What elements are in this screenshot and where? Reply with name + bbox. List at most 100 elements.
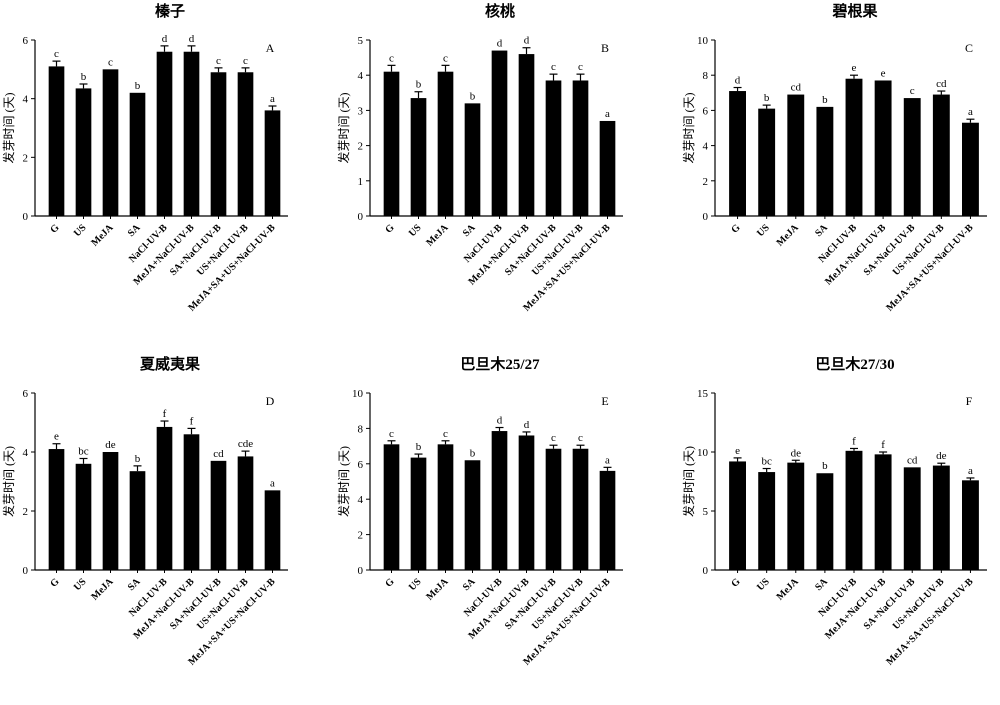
category-label: US	[407, 576, 424, 593]
panel-a: 榛子A0246发芽时间 (天)cGbUScMeJAbSAdNaCl-UV-BdM…	[1, 2, 288, 314]
bar	[465, 103, 481, 216]
significance-label: a	[968, 106, 973, 118]
panel-letter: C	[965, 41, 973, 55]
bar	[962, 480, 979, 570]
bar	[573, 80, 589, 216]
category-label: SA+NaCl-UV-B	[862, 576, 918, 632]
panel-b: 核桃B012345发芽时间 (天)cGbUScMeJAbSAdNaCl-UV-B…	[336, 2, 623, 314]
y-tick-label: 15	[697, 388, 709, 400]
bar	[933, 466, 950, 570]
y-tick-label: 2	[23, 152, 29, 164]
bar	[600, 121, 616, 216]
category-label: US	[755, 222, 772, 239]
significance-label: c	[551, 432, 556, 444]
bar	[546, 449, 562, 570]
significance-label: b	[135, 80, 141, 92]
bar	[758, 109, 775, 216]
bar	[465, 460, 481, 570]
significance-label: d	[497, 415, 503, 427]
category-label: SA+NaCl-UV-B	[862, 222, 918, 278]
significance-label: c	[910, 85, 915, 97]
bar	[519, 435, 535, 570]
category-label: US	[72, 222, 89, 239]
significance-label: f	[881, 439, 885, 451]
bar	[787, 463, 804, 570]
y-tick-label: 0	[358, 565, 364, 577]
y-tick-label: 10	[697, 35, 709, 47]
significance-label: c	[54, 48, 59, 60]
significance-label: c	[243, 55, 248, 67]
bar	[130, 471, 146, 570]
category-label: MeJA	[424, 222, 451, 249]
category-label: US	[72, 576, 89, 593]
category-label: G	[383, 576, 396, 589]
panel-letter: F	[966, 394, 973, 408]
y-axis-label: 发芽时间 (天)	[681, 446, 696, 517]
y-tick-label: 8	[703, 70, 709, 82]
category-label: US	[407, 222, 424, 239]
bar	[729, 461, 746, 570]
significance-label: c	[578, 432, 583, 444]
significance-label: b	[416, 79, 422, 91]
significance-label: a	[605, 108, 610, 120]
y-tick-label: 2	[358, 141, 364, 153]
bar	[904, 98, 921, 216]
significance-label: cde	[238, 438, 253, 450]
significance-label: c	[108, 56, 113, 68]
y-tick-label: 0	[703, 565, 709, 577]
y-axis-label: 发芽时间 (天)	[1, 446, 16, 517]
significance-label: d	[497, 38, 503, 50]
bar	[600, 471, 616, 570]
significance-label: b	[416, 441, 422, 453]
category-label: US+NaCl-UV-B	[891, 222, 947, 278]
panel-title: 夏威夷果	[139, 355, 201, 373]
significance-label: d	[524, 35, 530, 47]
bar	[962, 123, 979, 216]
y-tick-label: 5	[358, 35, 364, 47]
category-label: MeJA	[89, 576, 116, 603]
y-axis-label: 发芽时间 (天)	[336, 446, 351, 517]
y-tick-label: 2	[358, 530, 364, 542]
significance-label: cd	[936, 78, 947, 90]
y-tick-label: 10	[697, 447, 709, 459]
category-label: US	[755, 576, 772, 593]
bar	[846, 451, 863, 570]
significance-label: b	[135, 453, 141, 465]
significance-label: d	[162, 33, 168, 45]
panel-title: 巴旦木27/30	[815, 355, 894, 373]
panel-e: 巴旦木25/27E0246810发芽时间 (天)cGbUScMeJAbSAdNa…	[336, 355, 623, 668]
bar	[49, 66, 65, 216]
significance-label: b	[822, 460, 828, 472]
bar	[438, 72, 454, 216]
bar	[211, 72, 227, 216]
significance-label: c	[389, 428, 394, 440]
y-tick-label: 4	[703, 141, 709, 153]
significance-label: e	[54, 431, 59, 443]
bar	[816, 107, 833, 216]
significance-label: c	[551, 61, 556, 73]
significance-label: a	[968, 465, 973, 477]
significance-label: e	[735, 445, 740, 457]
category-label: MeJA	[89, 222, 116, 249]
panel-f: 巴旦木27/30F051015发芽时间 (天)eGbcUSdeMeJAbSAfN…	[681, 355, 987, 668]
bar	[184, 434, 200, 570]
y-tick-label: 4	[358, 70, 364, 82]
significance-label: f	[163, 408, 167, 420]
bar	[265, 490, 281, 570]
y-tick-label: 5	[703, 506, 709, 518]
bar	[411, 458, 427, 570]
panel-letter: B	[601, 41, 609, 55]
y-tick-label: 4	[358, 494, 364, 506]
y-tick-label: 6	[23, 35, 29, 47]
bar	[265, 110, 281, 216]
significance-label: a	[605, 454, 610, 466]
bar	[103, 69, 119, 216]
significance-label: d	[524, 419, 530, 431]
significance-label: cd	[907, 454, 918, 466]
y-tick-label: 6	[358, 459, 364, 471]
significance-label: c	[443, 52, 448, 64]
bar	[438, 444, 454, 570]
panel-letter: D	[266, 394, 275, 408]
significance-label: de	[105, 439, 116, 451]
bar	[184, 52, 200, 216]
